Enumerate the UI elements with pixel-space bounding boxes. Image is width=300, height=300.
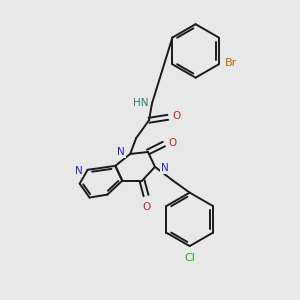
Text: HN: HN — [133, 98, 148, 108]
Text: N: N — [118, 147, 125, 157]
Text: O: O — [173, 111, 181, 121]
Text: N: N — [75, 166, 82, 176]
Text: Cl: Cl — [184, 253, 195, 263]
Text: N: N — [161, 163, 169, 173]
Text: O: O — [142, 202, 150, 212]
Text: O: O — [169, 138, 177, 148]
Text: Br: Br — [225, 58, 237, 68]
